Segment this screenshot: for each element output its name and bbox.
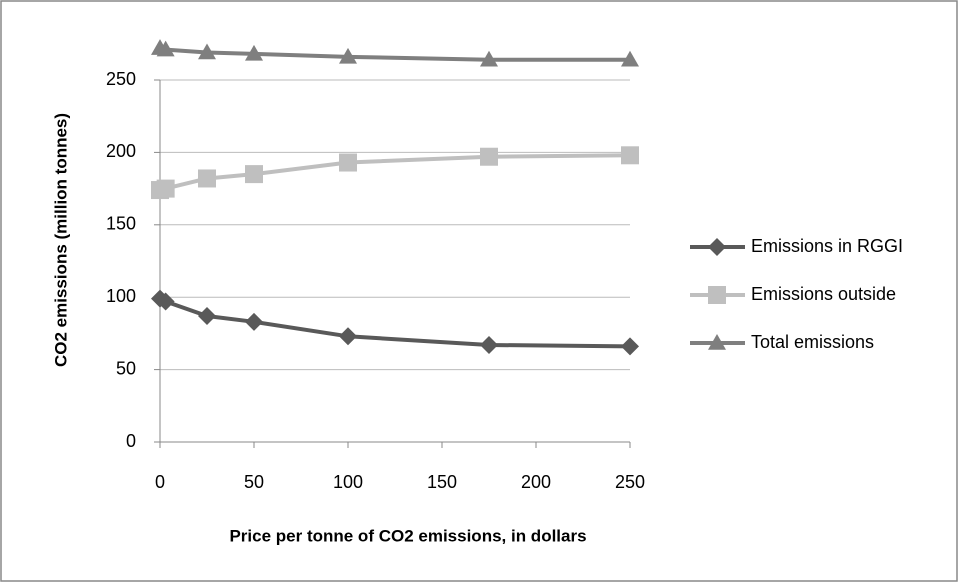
- legend-marker: [708, 334, 726, 350]
- marker: [245, 312, 263, 331]
- y-tick-label: 150: [106, 214, 136, 234]
- marker: [245, 44, 263, 61]
- x-tick-label: 100: [333, 472, 363, 492]
- marker: [198, 169, 216, 188]
- marker: [156, 179, 175, 198]
- marker: [339, 327, 357, 346]
- marker: [339, 153, 357, 172]
- marker: [156, 292, 175, 311]
- marker: [621, 146, 639, 165]
- marker: [480, 335, 498, 354]
- marker: [480, 147, 498, 166]
- x-tick-label: 200: [521, 472, 551, 492]
- x-tick-label: 0: [155, 472, 165, 492]
- marker: [156, 40, 175, 57]
- marker: [480, 50, 498, 67]
- legend-label: Emissions outside: [751, 284, 896, 304]
- y-tick-label: 100: [106, 286, 136, 306]
- y-tick-label: 200: [106, 141, 136, 161]
- legend-label: Emissions in RGGI: [751, 236, 903, 256]
- legend-marker: [708, 238, 726, 256]
- marker: [621, 50, 639, 67]
- x-tick-label: 50: [244, 472, 264, 492]
- legend-marker: [708, 286, 726, 304]
- y-tick-label: 50: [116, 358, 136, 378]
- y-tick-label: 250: [106, 69, 136, 89]
- marker: [621, 337, 639, 356]
- x-tick-label: 250: [615, 472, 645, 492]
- marker: [198, 307, 216, 326]
- legend-label: Total emissions: [751, 332, 874, 352]
- marker: [339, 47, 357, 64]
- marker: [198, 43, 216, 60]
- y-tick-label: 0: [126, 431, 136, 451]
- x-tick-label: 150: [427, 472, 457, 492]
- x-axis-title: Price per tonne of CO2 emissions, in dol…: [229, 526, 586, 545]
- marker: [245, 165, 263, 184]
- y-axis-title: CO2 emissions (million tonnes): [51, 113, 70, 367]
